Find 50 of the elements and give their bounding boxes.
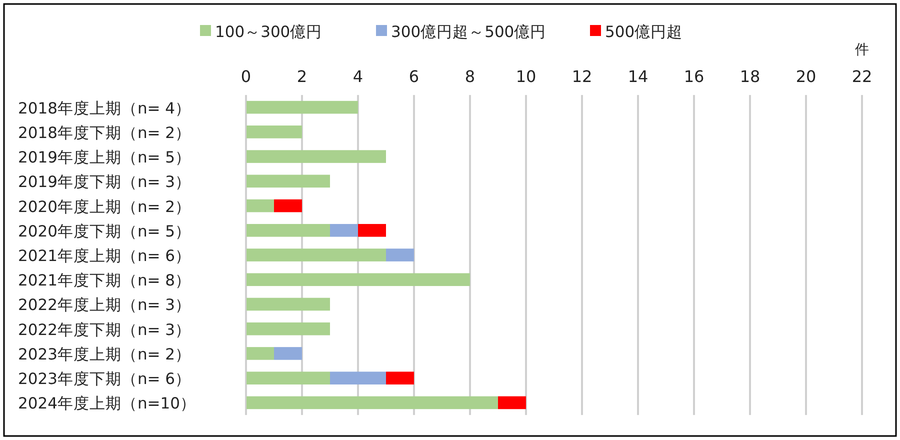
bar: [246, 126, 302, 138]
bar: [386, 372, 414, 384]
bar: [246, 396, 498, 410]
x-tick-label: 16: [684, 67, 704, 86]
bar: [246, 347, 274, 360]
x-tick-label: 0: [240, 67, 252, 86]
x-tick-label: 22: [852, 67, 872, 86]
y-tick-label: 2023年度下期（n= 6）: [18, 370, 192, 388]
x-tick-label: 18: [740, 67, 760, 86]
bar: [246, 224, 330, 237]
x-tick-label: 2: [296, 67, 308, 86]
y-tick-label: 2018年度上期（n= 4）: [18, 99, 192, 118]
x-tick-label: 10: [516, 67, 536, 86]
y-tick-label: 2023年度上期（n= 2）: [18, 345, 192, 364]
legend-label: 500億円超: [605, 23, 683, 41]
y-tick-label: 2021年度上期（n= 6）: [18, 247, 192, 265]
bar: [274, 347, 302, 360]
bar: [498, 396, 526, 410]
bar: [330, 372, 386, 384]
bar: [246, 273, 470, 286]
y-tick-label: 2021年度下期（n= 8）: [18, 272, 192, 290]
bar: [246, 100, 358, 114]
x-tick-label: 4: [352, 67, 364, 86]
bar: [386, 248, 414, 262]
x-axis-title: 件: [855, 42, 869, 58]
bar: [246, 322, 330, 336]
y-tick-label: 2020年度下期（n= 5）: [18, 222, 192, 240]
bar: [274, 199, 302, 212]
bar: [246, 199, 274, 212]
y-tick-label: 2019年度下期（n= 3）: [18, 173, 192, 192]
y-tick-label: 2020年度上期（n= 2）: [18, 198, 192, 216]
x-tick-label: 8: [464, 67, 476, 86]
x-tick-label: 20: [796, 67, 816, 86]
bar: [246, 298, 330, 311]
y-tick-label: 2018年度下期（n= 2）: [18, 124, 192, 142]
bar: [246, 174, 330, 188]
legend-label: 100～300億円: [215, 23, 322, 41]
y-tick-label: 2022年度下期（n= 3）: [18, 320, 192, 339]
legend-label: 300億円超～500億円: [391, 23, 546, 41]
bar: [330, 224, 358, 237]
y-tick-label: 2019年度上期（n= 5）: [18, 148, 192, 167]
bar: [358, 224, 386, 237]
x-tick-label: 6: [408, 67, 420, 86]
bar: [246, 372, 330, 384]
x-tick-label: 12: [572, 67, 592, 86]
y-tick-label: 2024年度上期（n=10）: [18, 394, 196, 413]
y-tick-label: 2022年度上期（n= 3）: [18, 296, 192, 314]
bar: [246, 150, 386, 163]
bar: [246, 248, 386, 262]
x-tick-label: 14: [628, 67, 648, 86]
